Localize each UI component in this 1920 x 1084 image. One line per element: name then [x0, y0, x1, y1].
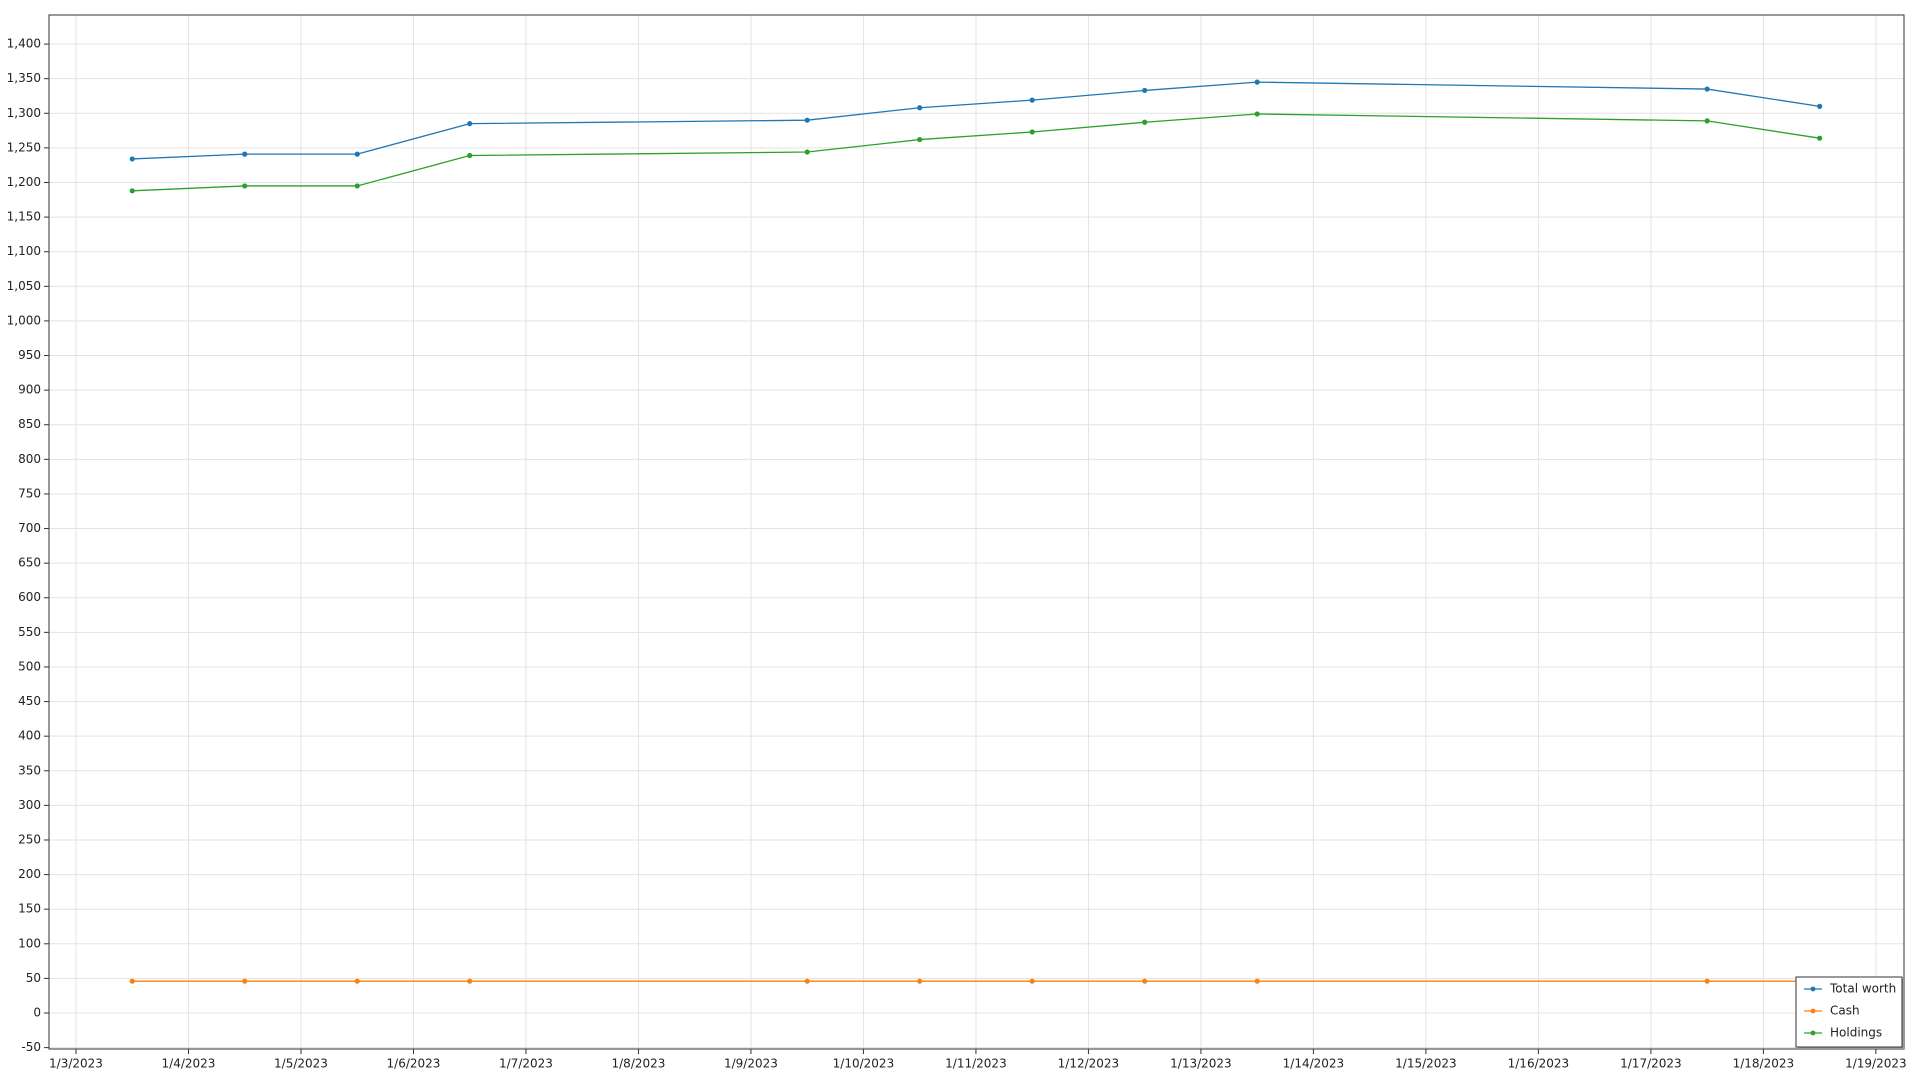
data-point — [354, 183, 360, 189]
data-point — [1704, 86, 1710, 92]
data-point — [1029, 978, 1035, 984]
data-point — [467, 121, 473, 127]
data-point — [1142, 978, 1148, 984]
y-tick-label: 550 — [18, 625, 41, 639]
x-tick-label: 1/3/2023 — [49, 1057, 103, 1071]
legend-marker — [1810, 1008, 1816, 1014]
data-point — [804, 978, 810, 984]
y-tick-label: 350 — [18, 763, 41, 777]
x-tick-label: 1/17/2023 — [1620, 1057, 1682, 1071]
y-tick-label: 1,400 — [7, 37, 41, 51]
legend: Total worth Cash Holdings — [1795, 976, 1904, 1049]
data-point — [1817, 135, 1823, 141]
x-tick-label: 1/12/2023 — [1058, 1057, 1120, 1071]
plot-frame — [48, 14, 1905, 1050]
legend-label: Cash — [1830, 1004, 1860, 1018]
y-tick-label: -50 — [21, 1040, 41, 1054]
y-tick-label: 950 — [18, 348, 41, 362]
legend-marker — [1810, 1030, 1816, 1036]
x-tick-label: 1/4/2023 — [162, 1057, 216, 1071]
x-tick-label: 1/13/2023 — [1170, 1057, 1232, 1071]
data-point — [1254, 79, 1260, 85]
data-point — [354, 151, 360, 157]
y-tick-label: 300 — [18, 798, 41, 812]
data-point — [242, 183, 248, 189]
data-point — [917, 105, 923, 111]
y-tick-label: 100 — [18, 936, 41, 950]
y-tick-label: 1,050 — [7, 279, 41, 293]
data-point — [1029, 129, 1035, 135]
y-tick-label: 150 — [18, 902, 41, 916]
legend-label: Holdings — [1830, 1026, 1882, 1040]
y-tick-label: 200 — [18, 867, 41, 881]
legend-label: Total worth — [1829, 982, 1896, 996]
data-point — [1142, 119, 1148, 125]
y-tick-label: 750 — [18, 486, 41, 500]
x-tick-label: 1/10/2023 — [833, 1057, 895, 1071]
y-tick-label: 1,250 — [7, 140, 41, 154]
y-tick-label: 1,350 — [7, 71, 41, 85]
x-tick-label: 1/6/2023 — [387, 1057, 441, 1071]
data-point — [1817, 103, 1823, 109]
y-tick-label: 800 — [18, 452, 41, 466]
x-tick-label: 1/18/2023 — [1733, 1057, 1795, 1071]
y-tick-label: 250 — [18, 832, 41, 846]
y-tick-label: 1,300 — [7, 106, 41, 120]
x-tick-label: 1/15/2023 — [1395, 1057, 1457, 1071]
x-tick-label: 1/14/2023 — [1283, 1057, 1345, 1071]
data-point — [467, 978, 473, 984]
x-tick-label: 1/11/2023 — [945, 1057, 1007, 1071]
y-tick-label: 850 — [18, 417, 41, 431]
x-tick-label: 1/5/2023 — [274, 1057, 328, 1071]
data-point — [129, 156, 135, 162]
data-point — [1029, 97, 1035, 103]
x-tick-label: 1/9/2023 — [724, 1057, 778, 1071]
y-tick-label: 700 — [18, 521, 41, 535]
data-point — [804, 149, 810, 155]
y-tick-label: 50 — [26, 971, 41, 985]
y-tick-label: 500 — [18, 659, 41, 673]
data-point — [917, 978, 923, 984]
y-tick-label: 1,150 — [7, 210, 41, 224]
x-tick-label: 1/7/2023 — [499, 1057, 553, 1071]
y-tick-label: 1,200 — [7, 175, 41, 189]
data-point — [1254, 978, 1260, 984]
data-point — [917, 136, 923, 143]
data-point — [129, 188, 135, 194]
data-point — [129, 978, 135, 984]
y-tick-label: 1,100 — [7, 244, 41, 258]
y-tick-label: 400 — [18, 729, 41, 743]
x-tick-label: 1/16/2023 — [1508, 1057, 1570, 1071]
y-tick-label: 650 — [18, 556, 41, 570]
data-point — [1142, 87, 1148, 94]
data-point — [242, 151, 248, 157]
data-point — [1704, 118, 1710, 124]
data-point — [804, 117, 810, 123]
x-tick-label: 1/8/2023 — [612, 1057, 666, 1071]
data-point — [242, 978, 248, 984]
y-tick-label: 900 — [18, 383, 41, 397]
y-tick-label: 0 — [33, 1006, 41, 1020]
legend-marker — [1810, 986, 1816, 992]
y-tick-label: 450 — [18, 694, 41, 708]
y-tick-label: 1,000 — [7, 313, 41, 327]
data-point — [1704, 978, 1710, 984]
data-point — [467, 152, 473, 159]
y-tick-label: 600 — [18, 590, 41, 604]
data-point — [1254, 111, 1260, 117]
data-point — [354, 978, 360, 984]
x-tick-label: 1/19/2023 — [1845, 1057, 1907, 1071]
